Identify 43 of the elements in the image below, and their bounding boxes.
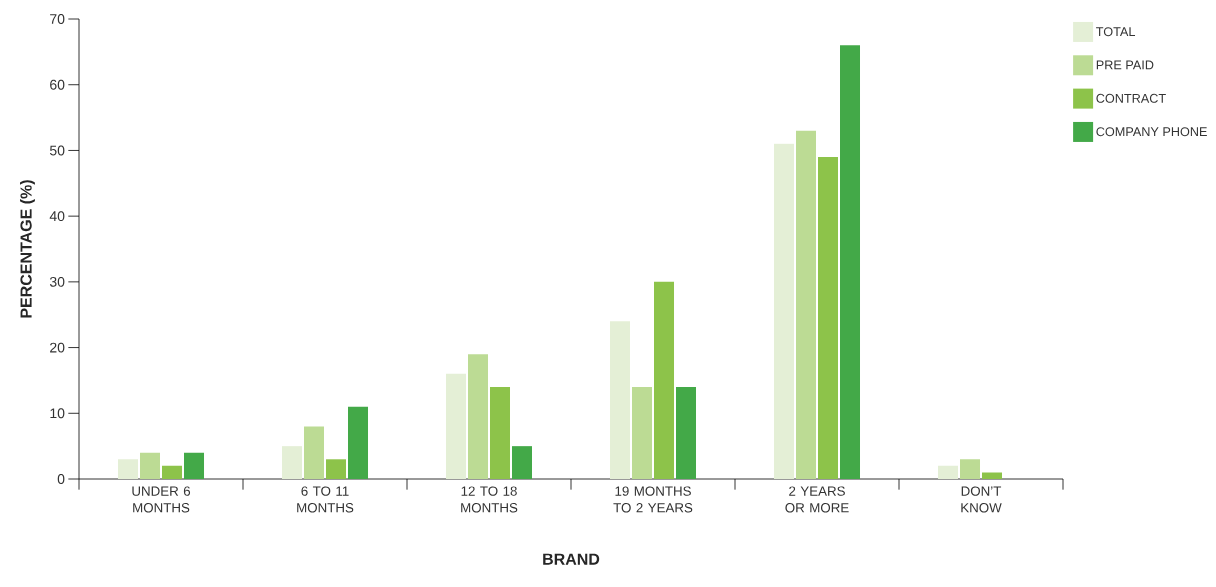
bar <box>282 446 303 479</box>
bar <box>512 446 533 479</box>
y-tick-label: 40 <box>49 211 65 222</box>
bar <box>982 472 1003 479</box>
bar <box>610 321 631 479</box>
x-axis-title: BRAND <box>543 553 600 565</box>
bar <box>348 406 369 479</box>
y-tick-label: 60 <box>50 79 65 90</box>
x-tick-label: 19 MONTHS TO 2 YEARS <box>613 486 693 513</box>
x-tick-label: DON’T KNOW <box>961 486 1002 513</box>
bar <box>632 387 652 479</box>
legend-label: TOTAL <box>1096 27 1136 37</box>
y-tick-label: 70 <box>50 14 65 24</box>
legend-label: PRE PAID <box>1096 60 1154 70</box>
x-tick-label: 12 TO 18 MONTHS <box>461 486 518 513</box>
legend-label: CONTRACT <box>1096 93 1166 103</box>
bar <box>960 459 981 479</box>
bar <box>446 373 467 479</box>
x-tick-label: 6 TO 11 MONTHS <box>297 486 354 513</box>
bar <box>818 157 839 479</box>
bar <box>468 354 489 479</box>
bar <box>162 465 183 479</box>
y-tick-label: 10 <box>50 408 65 419</box>
bar <box>654 281 675 479</box>
y-tick-label: 30 <box>49 276 65 287</box>
y-axis-title: PERCENTAGE (%) <box>20 180 35 318</box>
bar <box>304 426 325 479</box>
x-tick-label: 2 YEARS OR MORE <box>785 486 849 513</box>
bar <box>796 130 817 479</box>
bar <box>326 459 347 479</box>
bar <box>140 452 161 479</box>
y-tick-label: 50 <box>49 145 65 156</box>
bar <box>184 452 205 479</box>
bar <box>490 387 511 479</box>
bar <box>118 459 139 479</box>
x-tick-label: UNDER 6 MONTHS <box>132 486 191 513</box>
bar <box>840 45 861 479</box>
y-tick-label: 0 <box>57 474 65 484</box>
bar <box>676 387 697 479</box>
bar <box>774 143 795 479</box>
bar <box>938 465 958 479</box>
y-tick-label: 20 <box>50 342 65 353</box>
legend-label: COMPANY PHONE <box>1096 127 1207 137</box>
